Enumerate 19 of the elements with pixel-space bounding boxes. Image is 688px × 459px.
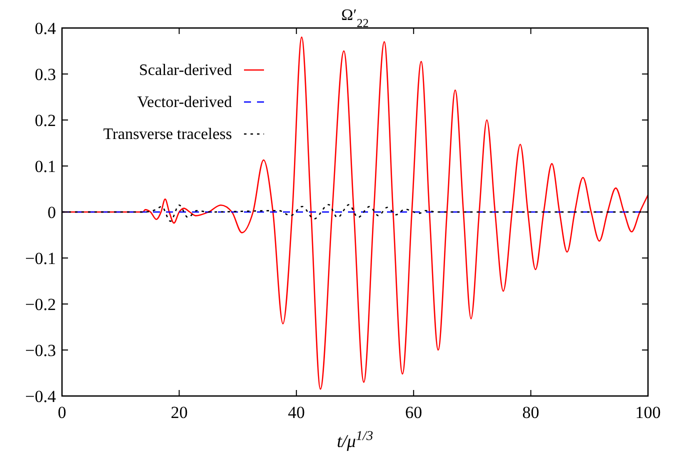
x-tick-label: 60 <box>405 403 422 422</box>
y-tick-label: −0.2 <box>25 295 56 314</box>
x-tick-label: 100 <box>635 403 661 422</box>
y-tick-label: −0.1 <box>25 249 56 268</box>
legend-label: Scalar-derived <box>139 62 232 79</box>
y-tick-label: 0.2 <box>34 111 56 130</box>
y-tick-label: 0 <box>48 203 56 222</box>
y-tick-label: 0.1 <box>34 157 56 176</box>
legend-label: Transverse traceless <box>103 126 232 143</box>
y-tick-label: −0.4 <box>25 387 56 406</box>
chart-title: Ω′$_{22}$ <box>341 7 369 30</box>
y-tick-label: 0.4 <box>34 19 56 38</box>
y-tick-label: 0.3 <box>34 65 56 84</box>
x-axis-title: t/μ$^{1/3}$ <box>336 428 374 451</box>
x-tick-label: 40 <box>288 403 305 422</box>
y-tick-label: −0.3 <box>25 341 56 360</box>
x-tick-label: 20 <box>170 403 188 422</box>
x-tick-label: 80 <box>522 403 540 422</box>
legend-label: Vector-derived <box>137 94 232 111</box>
